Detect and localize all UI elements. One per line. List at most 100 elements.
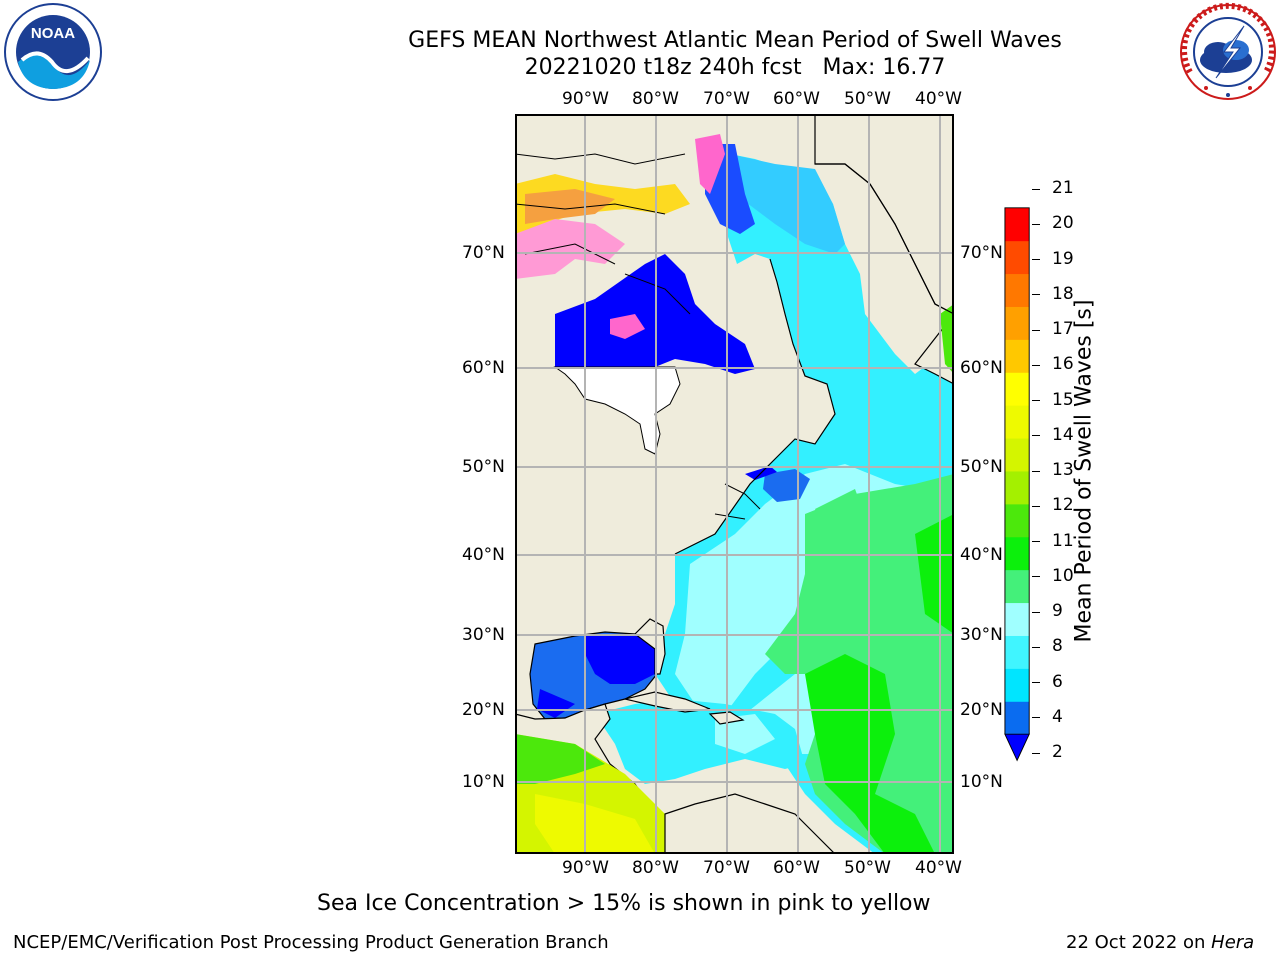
colorbar-tick-mark [1032,646,1040,648]
lat-label-right: 70°N [960,243,1003,263]
caribbean-sea [715,714,775,754]
coastline [515,153,691,315]
colorbar-tick-label: 15 [1052,389,1074,410]
sea-ice-region [525,189,615,224]
colorbar-tick-label: 2 [1052,742,1063,762]
south-america-land [664,793,836,854]
colorbar-tick-mark [1032,364,1040,366]
noaa-logo: NOAA [4,3,102,101]
colorbar-segment [1004,240,1030,275]
colorbar-tick-label: 11 [1052,530,1074,551]
colorbar-segment [1004,438,1030,472]
lon-label-top: 70°W [703,89,750,109]
lat-label-right: 40°N [960,545,1003,565]
great-lakes [714,483,761,520]
lat-label-right: 50°N [960,457,1003,477]
colorbar-tick-mark [1032,682,1040,683]
colorbar-tick-label: 17 [1052,319,1074,339]
ocean-region [815,489,875,554]
colorbar-tick-label: 13 [1052,460,1074,480]
chart-subtitle: 20221020 t18z 240h fcst Max: 16.77 [524,55,946,80]
colorbar-tick-mark [1032,470,1040,472]
chart-title: GEFS MEAN Northwest Atlantic Mean Period… [408,28,1062,53]
colorbar-tick-label: 10 [1052,565,1074,586]
colorbar-segment [1004,273,1030,307]
colorbar-tick-label: 14 [1052,424,1074,445]
colorbar-segment [1004,602,1030,636]
lon-label-top: 80°W [632,89,679,109]
colorbar-tick-mark [1032,188,1040,190]
lat-label-left: 70°N [462,243,505,263]
colorbar-segment [1004,668,1030,702]
hudson-bay-ice-area [553,366,681,455]
coastline [674,258,836,555]
lon-label-bottom: 40°W [915,858,962,878]
colorbar-label: Mean Period of Swell Waves [s] [1071,299,1097,643]
colorbar-tick-mark [1032,400,1040,401]
colorbar-segment [1004,372,1030,406]
lon-label-bottom: 50°W [844,858,891,878]
south-america [535,794,655,854]
south-america [515,734,605,784]
graticule [515,114,954,854]
sea-ice-region [610,314,645,339]
lat-label-left: 50°N [462,457,505,477]
colorbar-segment [1004,339,1030,373]
colorbar-segment [1004,569,1030,604]
colorbar-segment [1004,207,1030,242]
europe-edge [940,304,954,374]
colorbar-segment [1004,503,1030,538]
coastline [815,163,954,315]
colorbar-tick-mark [1032,541,1040,542]
footer-branch: NCEP/EMC/Verification Post Processing Pr… [13,932,609,953]
colorbar-segment [1004,701,1030,735]
lon-label-bottom: 60°W [773,858,820,878]
lon-label-bottom: 90°W [562,858,609,878]
colorbar-tick-label: 4 [1052,706,1063,727]
gulf-of-mexico [585,634,655,684]
colorbar-tick-label: 9 [1052,601,1063,621]
colorbar-tick-label: 6 [1052,671,1063,692]
lat-label-left: 30°N [462,625,505,645]
colorbar-tick-label: 21 [1052,178,1074,198]
colorbar-tick-label: 12 [1052,495,1074,516]
footer-date: 22 Oct 2022 on Hera [1066,932,1254,953]
lat-label-left: 60°N [462,358,505,378]
colorbar [1004,207,1030,762]
lat-label-right: 20°N [960,700,1003,720]
colorbar-tick-mark [1032,752,1040,754]
colorbar-segment [1004,635,1030,669]
colorbar-segment [1004,536,1030,571]
colorbar-tick-label: 18 [1052,283,1074,304]
colorbar-tick-mark [1032,435,1040,437]
colorbar-tick-mark [1032,329,1040,331]
noaa-logo-text: NOAA [31,25,75,42]
lat-label-left: 20°N [462,700,505,720]
ocean-region [730,154,845,254]
lat-label-left: 10°N [462,772,505,792]
lat-label-right: 10°N [960,772,1003,792]
lon-label-top: 60°W [773,89,820,109]
lat-label-right: 30°N [960,625,1003,645]
colorbar-tick-mark [1032,505,1040,507]
colorbar-tick-label: 20 [1052,213,1074,234]
sea-ice-region [695,134,725,194]
colorbar-segment [1004,306,1030,340]
colorbar-tick-label: 19 [1052,248,1074,269]
lon-label-bottom: 80°W [632,858,679,878]
lat-label-right: 60°N [960,358,1003,378]
footer-host: Hera [1211,932,1255,953]
map-border [515,114,954,854]
sea-ice-region [515,219,625,279]
lon-label-bottom: 70°W [703,858,750,878]
map-panel [515,114,954,854]
lon-label-top: 90°W [562,89,609,109]
colorbar-tick-mark [1032,717,1040,719]
lat-label-left: 40°N [462,545,505,565]
colorbar-border [1004,207,1030,735]
colorbar-segment [1004,405,1030,439]
colorbar-tick-mark [1032,259,1040,260]
lon-label-top: 50°W [844,89,891,109]
colorbar-tick-mark [1032,611,1040,613]
colorbar-segment [1004,471,1030,505]
